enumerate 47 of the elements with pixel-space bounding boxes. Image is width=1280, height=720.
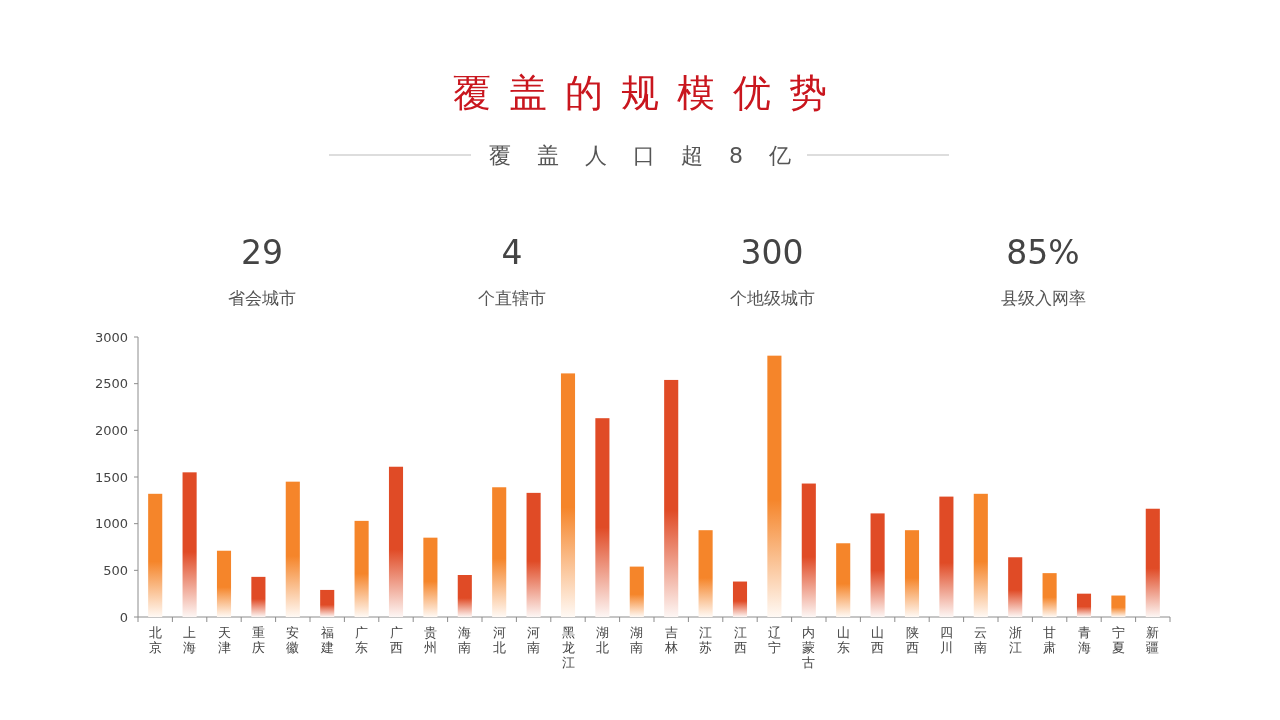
- x-tick-label: 山西: [871, 625, 885, 655]
- y-tick-label: 0: [119, 609, 128, 625]
- text: 县级入网率: [1000, 288, 1086, 308]
- x-tick-label: 宁夏: [1111, 625, 1125, 655]
- x-tick-label: 青海: [1077, 625, 1091, 655]
- x-tick-label: 新疆: [1146, 625, 1160, 655]
- chart-title: 覆盖的规模优势: [453, 71, 845, 115]
- text: 4: [501, 233, 523, 272]
- x-tick-label: 河北: [492, 625, 506, 655]
- y-tick-label: 1500: [94, 469, 128, 485]
- x-tick-label: 广东: [355, 625, 369, 655]
- text: 300: [740, 233, 804, 272]
- y-tick-label: 1000: [94, 516, 128, 532]
- x-tick-label: 吉林: [663, 625, 678, 655]
- text: 29: [241, 233, 283, 272]
- y-tick-label: 2000: [94, 422, 128, 438]
- x-tick-label: 辽宁: [767, 625, 781, 655]
- x-tick-label: 安徽: [286, 625, 300, 655]
- chart-subtitle: 覆盖人口超8亿: [489, 143, 817, 168]
- x-tick-label: 湖北: [595, 625, 609, 655]
- x-tick-label: 云南: [974, 625, 988, 655]
- y-tick-label: 500: [103, 562, 128, 578]
- x-tick-label: 江西: [733, 625, 747, 655]
- x-tick-label: 上海: [183, 625, 197, 655]
- y-tick-label: 2500: [94, 376, 128, 392]
- x-tick-label: 北京: [148, 625, 162, 655]
- text: 个直辖市: [478, 288, 546, 308]
- x-tick-label: 四川: [939, 625, 953, 655]
- text: 个地级城市: [729, 288, 815, 308]
- y-tick-label: 3000: [94, 329, 128, 345]
- x-tick-label: 山东: [836, 625, 850, 655]
- x-tick-label: 黑龙江: [561, 625, 575, 670]
- x-tick-label: 贵州: [423, 625, 437, 655]
- text: 85%: [1006, 233, 1080, 272]
- x-tick-label: 内蒙古: [802, 625, 816, 670]
- x-tick-label: 天津: [217, 625, 231, 655]
- x-tick-label: 海南: [458, 625, 472, 655]
- x-tick-label: 河南: [527, 625, 541, 655]
- x-tick-label: 浙江: [1008, 625, 1022, 655]
- text: 省会城市: [228, 288, 296, 308]
- x-tick-label: 陕西: [905, 625, 919, 655]
- x-tick-label: 江苏: [699, 625, 713, 655]
- x-tick-label: 重庆: [251, 625, 265, 655]
- x-tick-label: 广西: [389, 625, 403, 655]
- x-tick-label: 湖南: [630, 625, 644, 655]
- x-tick-label: 甘肃: [1043, 625, 1057, 655]
- x-tick-label: 福建: [319, 625, 334, 655]
